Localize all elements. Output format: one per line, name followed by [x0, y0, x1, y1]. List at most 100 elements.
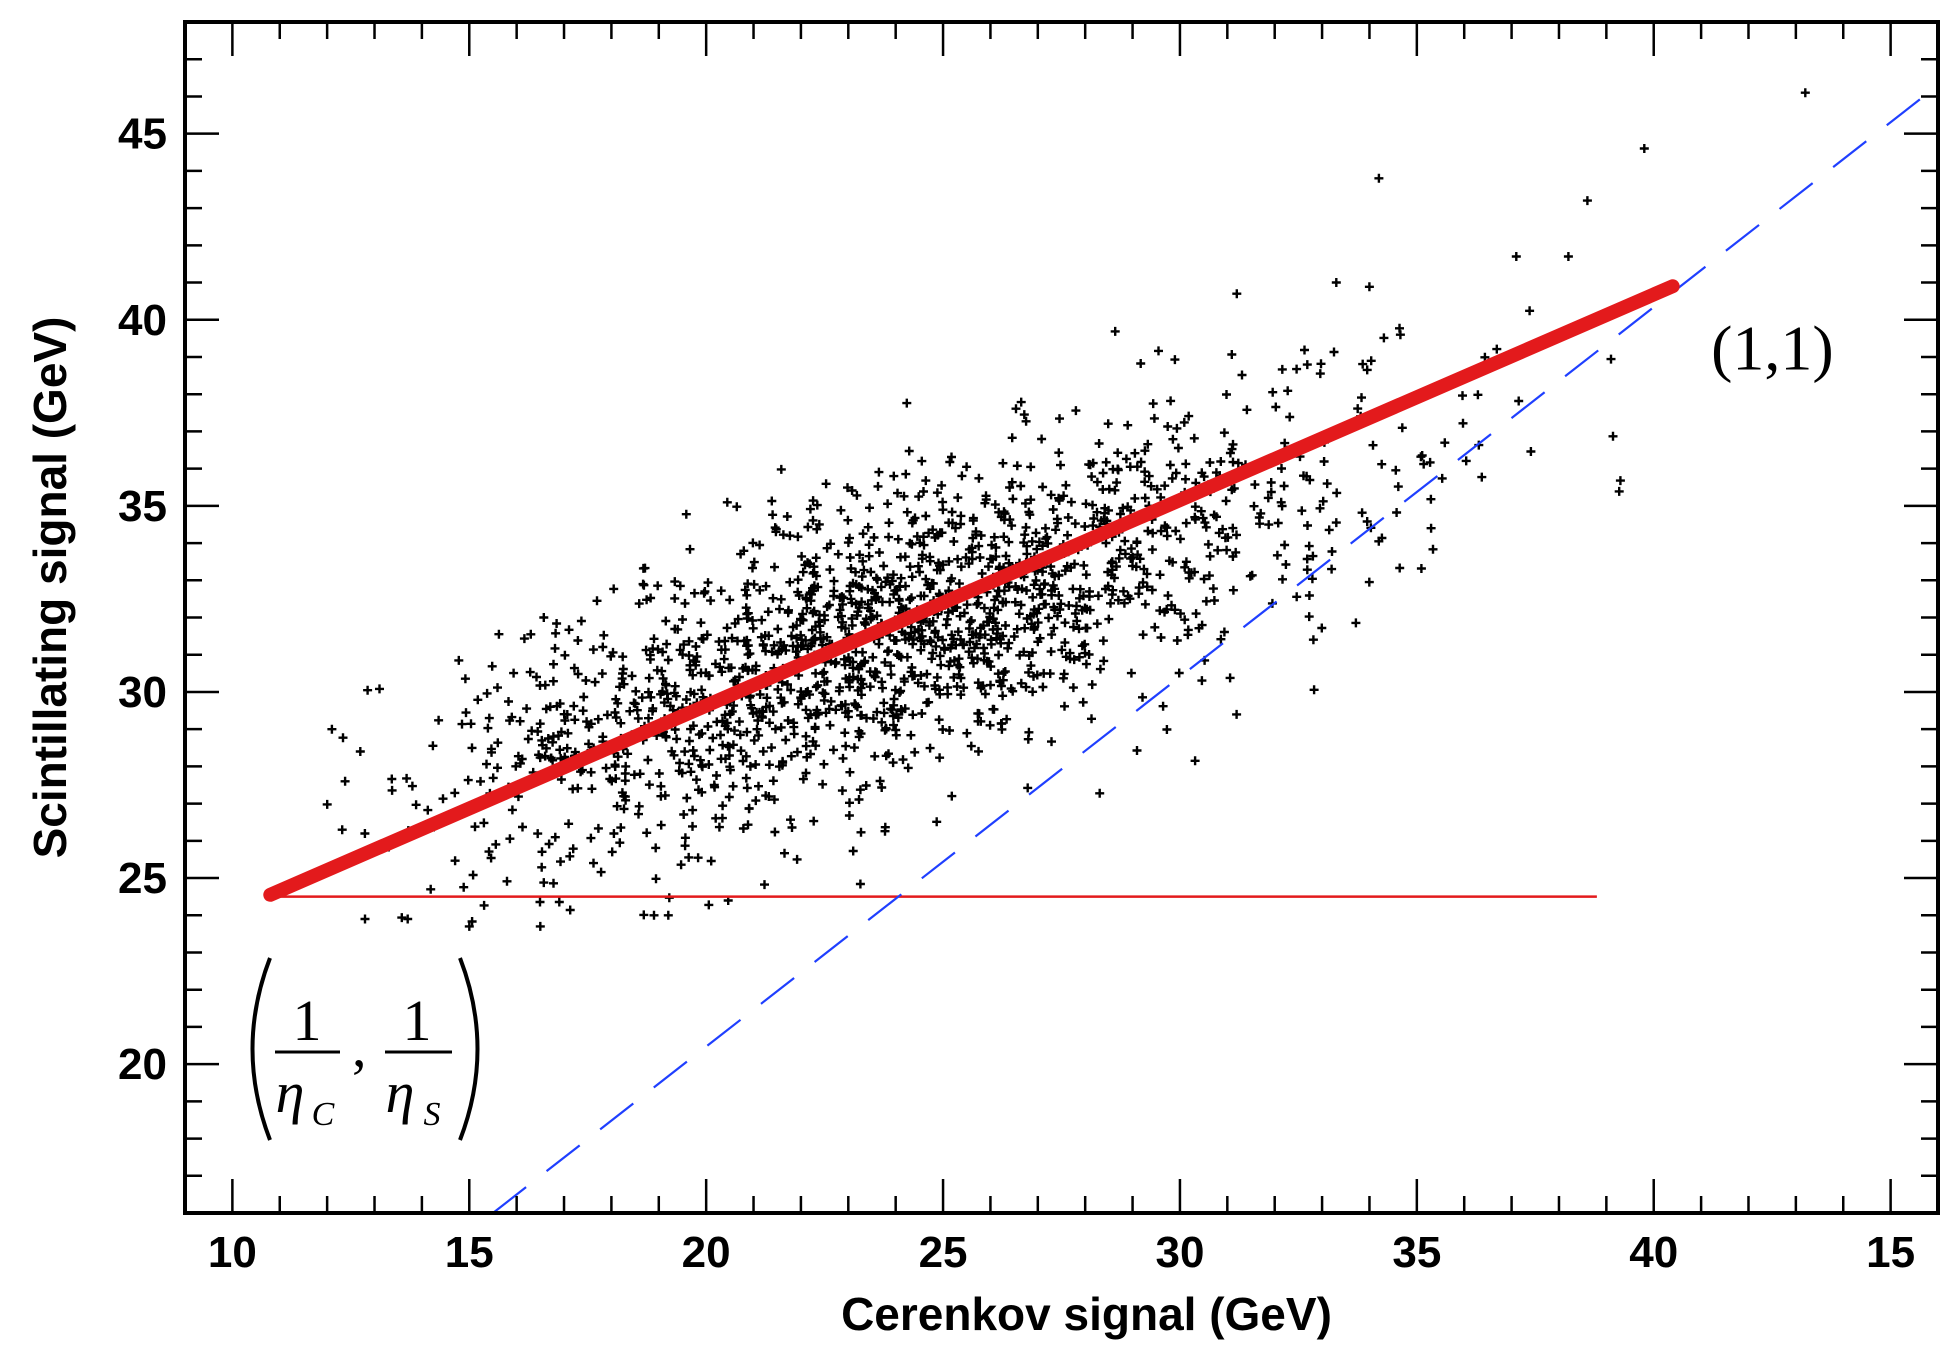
scatter-point: [573, 636, 583, 645]
scatter-point: [1039, 599, 1049, 609]
scatter-point: [1167, 473, 1177, 483]
scatter-point: [467, 917, 477, 926]
scatter-point: [857, 710, 867, 720]
scatter-point: [715, 662, 725, 672]
scatter-point: [1047, 569, 1057, 579]
scatter-point: [461, 708, 471, 718]
scatter-point: [1038, 482, 1048, 492]
scatter-point: [1134, 583, 1144, 593]
scatter-point: [1003, 643, 1013, 653]
scatter-point: [602, 710, 612, 720]
scatter-point: [606, 651, 616, 661]
scatter-point: [1101, 584, 1110, 594]
scatter-point: [505, 716, 515, 726]
scatter-point: [459, 882, 469, 892]
scatter-point: [1147, 545, 1157, 555]
scatter-point: [947, 791, 957, 801]
scatter-point: [760, 631, 770, 640]
scatter-point: [593, 823, 603, 833]
scatter-point: [562, 743, 572, 753]
scatter-point: [734, 717, 744, 727]
scatter-point: [434, 715, 444, 725]
scatter-point: [1156, 492, 1166, 502]
scatter-point: [1106, 598, 1115, 608]
scatter-point: [1167, 600, 1176, 610]
scatter-point: [1081, 659, 1091, 669]
scatter-point: [945, 457, 955, 467]
scatter-point: [1608, 431, 1618, 441]
scatter-point: [884, 518, 894, 528]
scatter-point: [1022, 614, 1032, 623]
scatter-point: [1277, 464, 1286, 473]
scatter-point: [565, 905, 575, 915]
scatter-point: [806, 749, 815, 759]
scatter-point: [616, 718, 626, 728]
scatter-point: [743, 820, 753, 830]
scatter-point: [695, 755, 705, 765]
scatter-point: [1000, 667, 1010, 676]
scatter-point: [808, 736, 818, 746]
scatter-point: [1039, 580, 1049, 590]
scatter-point: [953, 627, 963, 637]
scatter-point: [1115, 509, 1125, 519]
scatter-point: [1184, 573, 1194, 583]
scatter-point: [578, 706, 588, 716]
y-axis-title: Scintillating signal (GeV): [24, 317, 76, 859]
scatter-point: [851, 599, 861, 609]
scatter-point: [1419, 459, 1429, 469]
scatter-point: [1005, 483, 1015, 492]
scatter-point: [1281, 560, 1291, 569]
left-paren: [250, 957, 272, 1141]
scatter-point: [1095, 664, 1105, 674]
scatter-point: [769, 795, 779, 805]
scatter-point: [996, 681, 1006, 691]
scatter-point: [525, 667, 535, 677]
scatter-point: [722, 623, 732, 633]
scatter-point: [1492, 344, 1502, 354]
scatter-point: [948, 518, 957, 528]
scatter-point: [691, 660, 701, 670]
scatter-point: [717, 667, 727, 677]
scatter-point: [1037, 434, 1047, 444]
scatter-point: [779, 640, 789, 650]
scatter-point: [533, 829, 543, 839]
scatter-point: [464, 921, 474, 931]
scatter-point: [1176, 609, 1185, 619]
scatter-point: [1047, 630, 1057, 640]
scatter-point: [1038, 682, 1048, 692]
scatter-point: [672, 734, 682, 744]
scatter-point: [1393, 482, 1403, 492]
scatter-point: [914, 625, 923, 634]
scatter-point: [1331, 518, 1341, 528]
scatter-point: [337, 825, 347, 835]
scatter-point: [749, 735, 759, 745]
scatter-point: [984, 562, 993, 572]
scatter-point: [938, 497, 948, 507]
scatter-point: [662, 639, 672, 649]
scatter-point: [627, 671, 637, 681]
scatter-point: [883, 499, 893, 509]
scatter-point: [631, 686, 641, 696]
scatter-point: [601, 763, 611, 773]
scatter-point: [758, 746, 768, 756]
scatter-point: [1111, 562, 1121, 571]
scatter-point: [755, 540, 765, 550]
scatter-point: [710, 782, 720, 792]
scatter-point: [1379, 333, 1389, 343]
y-tick-label: 30: [118, 668, 167, 717]
scatter-point: [621, 795, 631, 805]
scatter-point: [656, 820, 666, 830]
scatter-point: [801, 768, 811, 778]
scatter-point: [678, 615, 687, 624]
scatter-point: [1304, 591, 1314, 600]
scatter-point: [857, 572, 867, 582]
scatter-point: [610, 708, 620, 717]
x-tick-label: 35: [1392, 1228, 1441, 1277]
scatter-point: [670, 593, 680, 603]
scatter-point: [548, 676, 558, 686]
scatter-point: [955, 662, 965, 672]
scatter-point: [592, 596, 602, 606]
scatter-point: [730, 618, 740, 628]
scatter-point: [656, 781, 666, 791]
scatter-point: [866, 567, 876, 577]
